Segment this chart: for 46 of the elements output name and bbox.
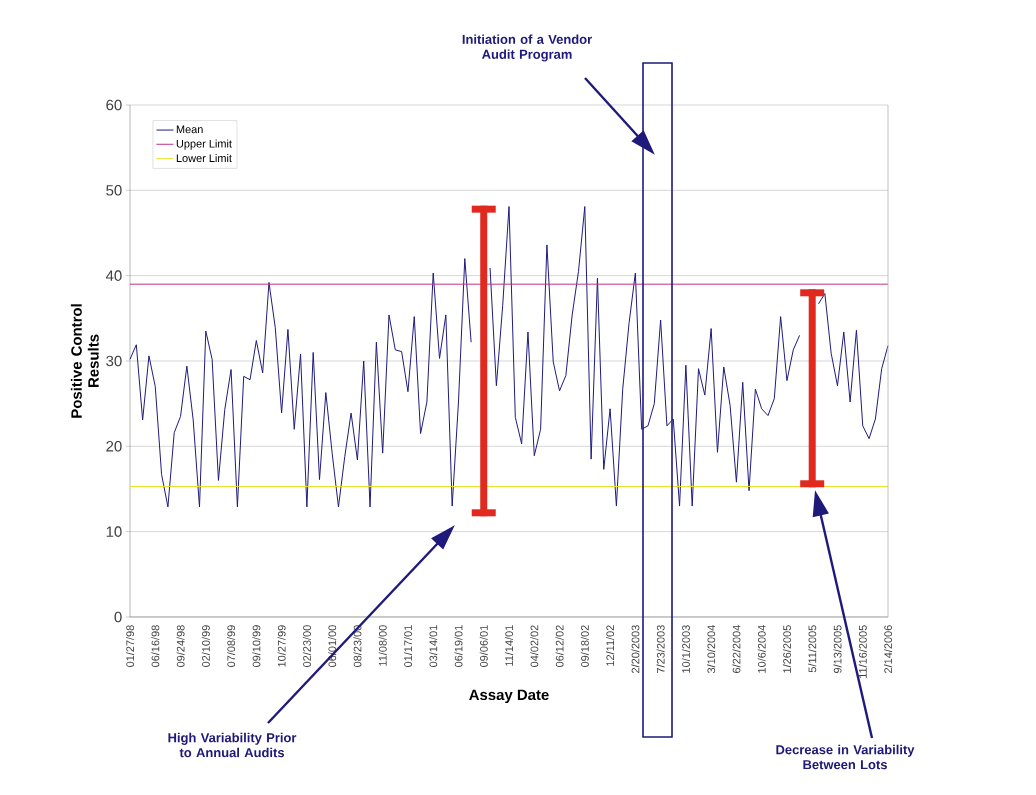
legend-label: Upper Limit bbox=[176, 139, 232, 150]
legend-label: Lower Limit bbox=[176, 153, 232, 163]
text: Initiation of a Vendor Audit Program bbox=[462, 34, 592, 62]
legend-label: Mean bbox=[176, 125, 203, 134]
x-tick-label: 11/14/01 bbox=[504, 625, 514, 666]
y-tick-label: 50 bbox=[106, 185, 122, 196]
x-tick-label: 3/10/2004 bbox=[707, 625, 716, 674]
x-tick-label: 02/10/99 bbox=[201, 625, 210, 667]
y-tick-label: 40 bbox=[105, 270, 122, 281]
x-tick-label: 7/23/2003 bbox=[656, 625, 665, 673]
y-tick-label: 0 bbox=[114, 611, 122, 623]
x-tick-label: 2/20/2003 bbox=[631, 625, 640, 673]
x-tick-label: 06/01/00 bbox=[328, 625, 337, 667]
text: Decrease in Variability Between Lots bbox=[776, 744, 915, 770]
x-tick-label: 9/13/2005 bbox=[833, 625, 842, 673]
x-tick-label: 10/1/2003 bbox=[681, 625, 690, 673]
x-tick-label: 02/23/00 bbox=[302, 625, 311, 667]
x-tick-label: 01/27/98 bbox=[125, 625, 135, 667]
y-tick-label: 10 bbox=[106, 526, 122, 537]
x-tick-label: 09/18/02 bbox=[580, 625, 589, 667]
x-tick-label: 2/14/2006 bbox=[883, 625, 893, 673]
x-tick-label: 09/06/01 bbox=[479, 625, 488, 667]
x-tick-label: 10/27/99 bbox=[277, 625, 286, 667]
y-tick-label: 60 bbox=[106, 99, 122, 111]
y-axis-title: Positive Control Results bbox=[70, 304, 99, 418]
y-tick-label: 20 bbox=[106, 441, 122, 452]
x-tick-label: 10/6/2004 bbox=[757, 625, 766, 673]
x-tick-label: 6/22/2004 bbox=[732, 625, 741, 673]
x-tick-label: 11/16/2005 bbox=[858, 625, 867, 678]
x-tick-label: 01/17/01 bbox=[403, 625, 412, 667]
x-tick-label: 09/24/98 bbox=[176, 625, 185, 667]
x-tick-label: 5/11/2005 bbox=[808, 625, 817, 673]
x-tick-label: 12/11/02 bbox=[606, 625, 615, 666]
x-tick-label: 09/10/99 bbox=[252, 625, 261, 667]
text: High Variability Prior to Annual Audits bbox=[168, 732, 297, 758]
x-tick-label: 08/23/00 bbox=[353, 625, 362, 667]
x-tick-label: 06/16/98 bbox=[151, 625, 160, 667]
x-tick-label: 06/19/01 bbox=[454, 625, 463, 667]
x-tick-label: 07/08/99 bbox=[227, 625, 236, 667]
x-tick-label: 03/14/01 bbox=[429, 625, 438, 667]
x-axis-title: Assay Date bbox=[469, 689, 549, 704]
x-tick-label: 11/08/00 bbox=[378, 625, 387, 666]
x-tick-label: 1/26/2005 bbox=[782, 625, 791, 673]
y-tick-label: 30 bbox=[106, 355, 122, 367]
x-tick-label: 04/02/02 bbox=[530, 625, 539, 667]
x-tick-label: 06/12/02 bbox=[555, 625, 564, 667]
